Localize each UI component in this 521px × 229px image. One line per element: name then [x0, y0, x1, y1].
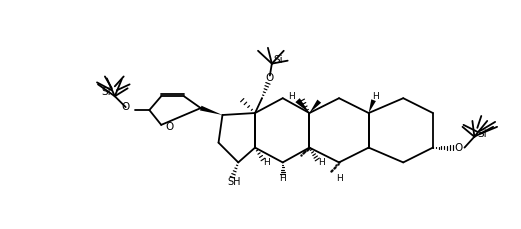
Text: O: O — [454, 143, 463, 153]
Text: Si: Si — [274, 55, 283, 65]
Text: H: H — [371, 92, 378, 101]
Text: O: O — [165, 122, 173, 132]
Text: O: O — [121, 102, 130, 112]
Text: O: O — [266, 74, 274, 83]
Text: H: H — [336, 174, 342, 183]
Text: SH: SH — [228, 177, 241, 187]
Polygon shape — [309, 100, 321, 113]
Polygon shape — [200, 106, 222, 115]
Polygon shape — [369, 99, 376, 113]
Text: Si: Si — [477, 129, 487, 139]
Text: H: H — [279, 174, 286, 183]
Polygon shape — [295, 98, 309, 113]
Text: H: H — [318, 158, 325, 167]
Text: H: H — [264, 158, 270, 167]
Text: H: H — [288, 92, 294, 101]
Text: Si: Si — [101, 87, 111, 97]
